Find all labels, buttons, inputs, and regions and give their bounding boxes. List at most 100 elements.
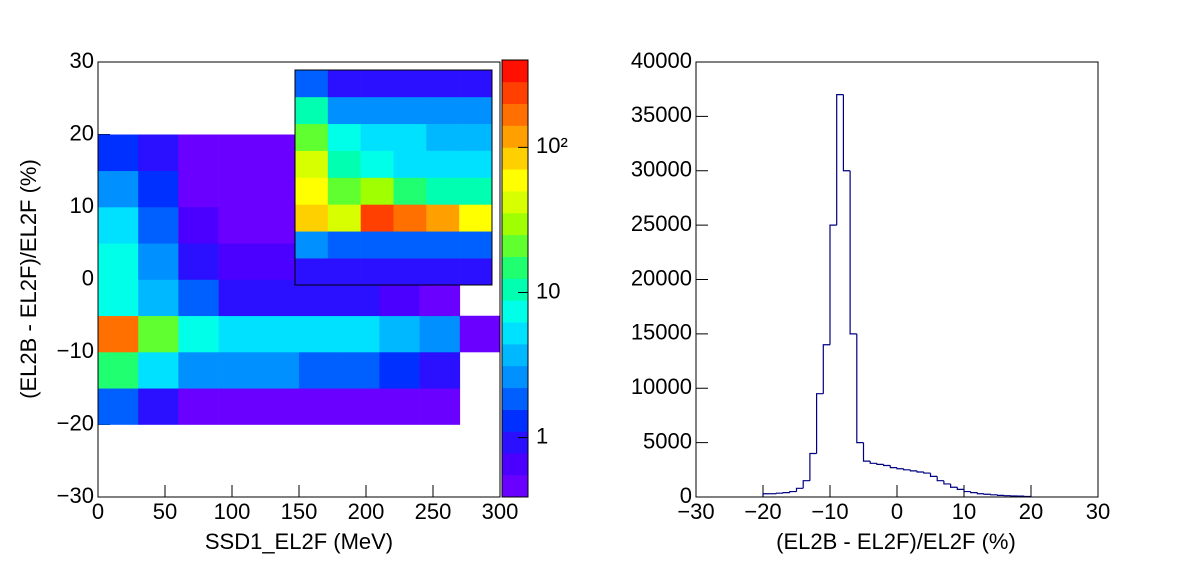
inset-cell — [295, 258, 329, 286]
x-tick-label: 0 — [92, 499, 104, 524]
heatmap-cell — [98, 170, 139, 208]
inset-cell — [295, 231, 329, 259]
heatmap-cell — [258, 279, 300, 317]
histogram-bin — [849, 170, 857, 335]
inset-cell — [426, 70, 460, 98]
heatmap-cell — [178, 315, 219, 353]
inset-cell — [459, 177, 493, 205]
colorbar-step — [502, 365, 528, 389]
inset-cell — [393, 123, 427, 151]
heatmap-cell — [339, 279, 380, 317]
colorbar-step — [502, 212, 528, 236]
colorbar-step — [502, 103, 528, 126]
inset-cell — [393, 258, 427, 286]
x-axis-label: SSD1_EL2F (MeV) — [205, 529, 393, 554]
heatmap-cell — [98, 279, 139, 317]
histogram-bin — [789, 490, 797, 493]
colorbar-step — [502, 278, 528, 301]
heatmap-cell — [258, 352, 300, 389]
inset-cell — [327, 258, 361, 286]
heatmap-cell — [258, 315, 300, 353]
inset-cell — [327, 96, 361, 125]
histogram-bin — [936, 476, 944, 482]
y-tick-label: 0 — [680, 483, 692, 508]
histogram-bin — [903, 468, 911, 471]
inset-cell — [426, 96, 460, 125]
x-tick-label: 300 — [482, 499, 519, 524]
x-tick-label: 100 — [214, 499, 251, 524]
x-tick-label: −10 — [811, 499, 848, 524]
colorbar-step — [502, 147, 528, 170]
inset-cell — [295, 204, 329, 232]
inset-cell — [327, 150, 361, 178]
heatmap-cell — [299, 315, 340, 353]
heatmap-cell — [98, 352, 139, 389]
heatmap-cell — [299, 352, 340, 389]
colorbar-step — [502, 234, 528, 257]
histogram-bin — [876, 463, 884, 465]
y-tick-label: 5000 — [643, 428, 692, 453]
x-tick-label: −20 — [744, 499, 781, 524]
inset-cell — [327, 70, 361, 98]
inset-cell — [360, 150, 394, 178]
histogram-bin — [976, 492, 985, 495]
heatmap-cell — [218, 352, 260, 389]
x-tick-label: 150 — [281, 499, 318, 524]
y-tick-label: 15000 — [631, 320, 692, 345]
heatmap-cell — [379, 352, 420, 389]
histogram-bin — [983, 493, 991, 495]
heatmap-cell — [138, 315, 179, 353]
inset-cell — [393, 231, 427, 259]
inset-cell — [295, 150, 329, 178]
histogram-bin — [996, 494, 1005, 496]
heatmap-cell — [98, 134, 139, 172]
inset-cell — [426, 150, 460, 178]
inset-cell — [295, 177, 329, 205]
y-tick-label: −30 — [57, 483, 94, 508]
heatmap-cell — [138, 134, 179, 172]
heatmap-cell — [258, 243, 300, 280]
histogram-bin — [963, 489, 971, 493]
heatmap-cell — [419, 388, 461, 425]
histogram-bin — [956, 487, 964, 490]
histogram-bin — [862, 442, 871, 462]
histogram-bin — [775, 492, 784, 494]
inset-cell — [295, 96, 329, 125]
inset-cell — [360, 177, 394, 205]
inset-cell — [459, 231, 493, 259]
colorbar-step — [502, 409, 528, 432]
histogram-bin — [970, 491, 978, 494]
histogram-bin — [816, 393, 824, 454]
inset-cell — [426, 204, 460, 232]
heatmap-cell — [339, 388, 380, 425]
heatmap-cell — [138, 279, 179, 317]
inset-cell — [426, 123, 460, 151]
heatmap-cell — [138, 388, 179, 425]
inset-cell — [327, 204, 361, 232]
inset-cell — [393, 204, 427, 232]
heatmap-cell — [178, 388, 219, 425]
inset-cell — [360, 123, 394, 151]
colorbar-step — [502, 431, 528, 454]
x-tick-label: −30 — [677, 499, 714, 524]
inset-cell — [426, 177, 460, 205]
histogram-bin — [923, 471, 931, 474]
x-tick-label: 20 — [1019, 499, 1043, 524]
histogram-bin — [869, 461, 877, 464]
inset-cell — [360, 204, 394, 232]
histogram-bin — [889, 465, 897, 469]
histogram-bin — [990, 494, 998, 496]
histogram-bin — [782, 492, 790, 494]
histogram-bin — [856, 333, 864, 444]
histogram-bin — [909, 469, 918, 472]
heatmap-cell — [178, 279, 219, 317]
colorbar-step — [502, 322, 528, 345]
inset-cell — [327, 231, 361, 259]
inset-cell — [360, 96, 394, 125]
heatmap-cell — [218, 170, 260, 208]
heatmap-cell — [218, 315, 260, 353]
inset-frame — [294, 69, 493, 286]
colorbar-step — [502, 60, 528, 83]
heatmap-cell — [339, 315, 380, 353]
